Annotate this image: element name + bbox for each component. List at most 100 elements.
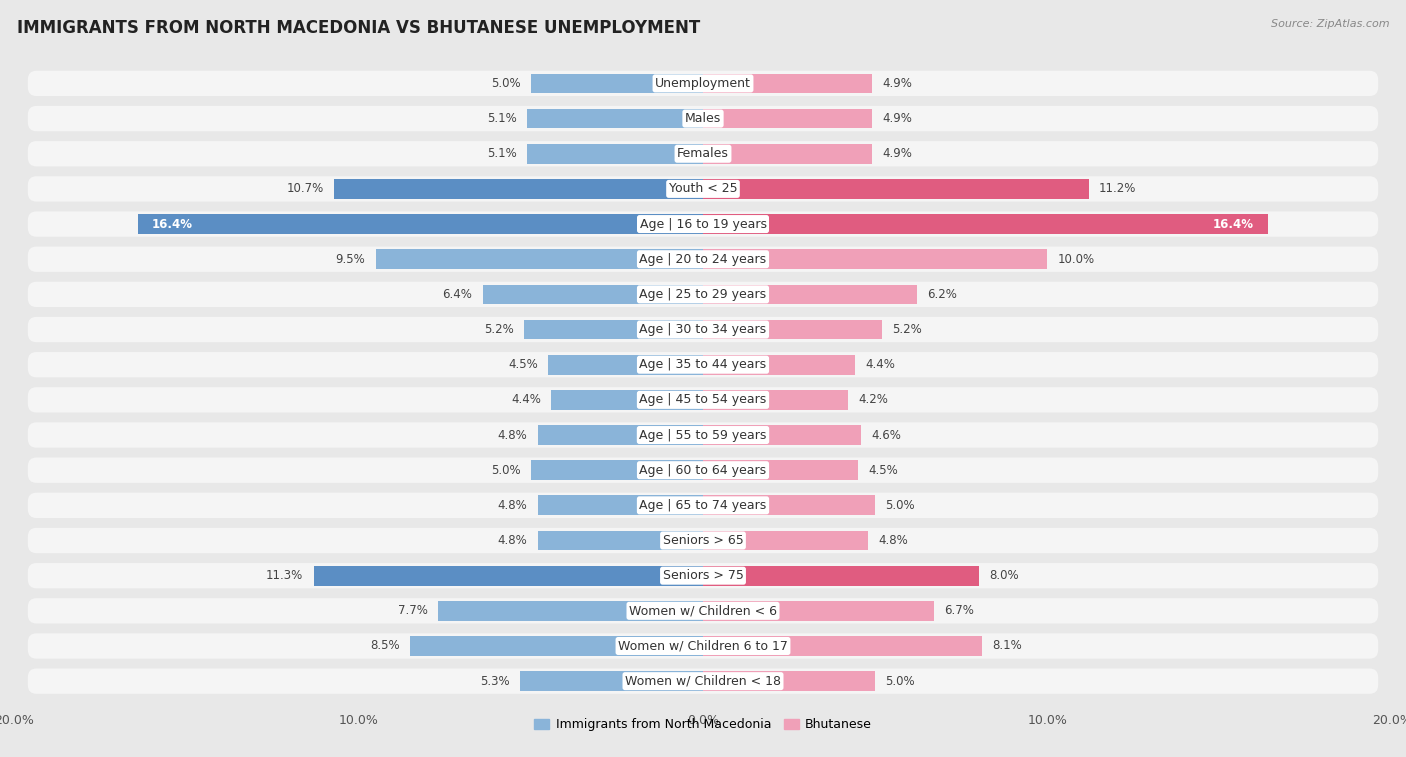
Text: Age | 25 to 29 years: Age | 25 to 29 years: [640, 288, 766, 301]
FancyBboxPatch shape: [28, 598, 1378, 624]
Text: 6.2%: 6.2%: [927, 288, 956, 301]
Bar: [703, 179, 1088, 199]
Bar: [527, 109, 703, 129]
Bar: [548, 355, 703, 375]
Bar: [703, 319, 882, 339]
Text: Age | 45 to 54 years: Age | 45 to 54 years: [640, 394, 766, 407]
Text: 4.2%: 4.2%: [858, 394, 887, 407]
FancyBboxPatch shape: [28, 247, 1378, 272]
Bar: [551, 390, 703, 410]
Legend: Immigrants from North Macedonia, Bhutanese: Immigrants from North Macedonia, Bhutane…: [529, 713, 877, 737]
Text: IMMIGRANTS FROM NORTH MACEDONIA VS BHUTANESE UNEMPLOYMENT: IMMIGRANTS FROM NORTH MACEDONIA VS BHUTA…: [17, 19, 700, 37]
Text: 4.8%: 4.8%: [879, 534, 908, 547]
FancyBboxPatch shape: [28, 282, 1378, 307]
Bar: [138, 214, 703, 234]
Text: Age | 35 to 44 years: Age | 35 to 44 years: [640, 358, 766, 371]
Text: Women w/ Children < 6: Women w/ Children < 6: [628, 604, 778, 617]
Bar: [537, 425, 703, 445]
Bar: [524, 319, 703, 339]
Text: 5.1%: 5.1%: [488, 112, 517, 125]
Text: Age | 65 to 74 years: Age | 65 to 74 years: [640, 499, 766, 512]
Bar: [703, 531, 869, 550]
Text: 4.5%: 4.5%: [508, 358, 537, 371]
Bar: [437, 601, 703, 621]
Text: 4.6%: 4.6%: [872, 428, 901, 441]
Bar: [527, 144, 703, 164]
Bar: [703, 565, 979, 586]
Text: 6.7%: 6.7%: [945, 604, 974, 617]
Text: 11.3%: 11.3%: [266, 569, 304, 582]
Bar: [703, 285, 917, 304]
Text: 9.5%: 9.5%: [336, 253, 366, 266]
Text: Unemployment: Unemployment: [655, 77, 751, 90]
FancyBboxPatch shape: [28, 634, 1378, 659]
Text: 5.3%: 5.3%: [481, 674, 510, 687]
FancyBboxPatch shape: [28, 668, 1378, 694]
Text: 8.1%: 8.1%: [993, 640, 1022, 653]
Text: Age | 30 to 34 years: Age | 30 to 34 years: [640, 323, 766, 336]
Text: 4.9%: 4.9%: [882, 77, 912, 90]
Text: Age | 20 to 24 years: Age | 20 to 24 years: [640, 253, 766, 266]
Bar: [314, 565, 703, 586]
Text: Seniors > 65: Seniors > 65: [662, 534, 744, 547]
Text: Age | 16 to 19 years: Age | 16 to 19 years: [640, 217, 766, 231]
Text: Age | 55 to 59 years: Age | 55 to 59 years: [640, 428, 766, 441]
Bar: [411, 636, 703, 656]
Text: Women w/ Children 6 to 17: Women w/ Children 6 to 17: [619, 640, 787, 653]
Text: 5.1%: 5.1%: [488, 148, 517, 160]
Text: Age | 60 to 64 years: Age | 60 to 64 years: [640, 464, 766, 477]
Bar: [703, 214, 1268, 234]
Bar: [703, 390, 848, 410]
Text: 4.8%: 4.8%: [498, 428, 527, 441]
Text: 6.4%: 6.4%: [443, 288, 472, 301]
Bar: [703, 144, 872, 164]
FancyBboxPatch shape: [28, 141, 1378, 167]
FancyBboxPatch shape: [28, 176, 1378, 201]
Bar: [703, 73, 872, 93]
Bar: [703, 636, 981, 656]
Bar: [703, 355, 855, 375]
Text: 5.2%: 5.2%: [484, 323, 513, 336]
FancyBboxPatch shape: [28, 352, 1378, 377]
Text: Women w/ Children < 18: Women w/ Children < 18: [626, 674, 780, 687]
Text: Females: Females: [678, 148, 728, 160]
Text: Youth < 25: Youth < 25: [669, 182, 737, 195]
Text: 16.4%: 16.4%: [152, 217, 193, 231]
Text: Males: Males: [685, 112, 721, 125]
Bar: [537, 531, 703, 550]
FancyBboxPatch shape: [28, 493, 1378, 518]
Text: 16.4%: 16.4%: [1213, 217, 1254, 231]
Text: 8.5%: 8.5%: [370, 640, 399, 653]
Text: 5.0%: 5.0%: [886, 674, 915, 687]
FancyBboxPatch shape: [28, 457, 1378, 483]
Text: 4.5%: 4.5%: [869, 464, 898, 477]
Text: 4.8%: 4.8%: [498, 534, 527, 547]
FancyBboxPatch shape: [28, 317, 1378, 342]
FancyBboxPatch shape: [28, 422, 1378, 447]
FancyBboxPatch shape: [28, 563, 1378, 588]
Text: 5.0%: 5.0%: [491, 77, 520, 90]
FancyBboxPatch shape: [28, 211, 1378, 237]
FancyBboxPatch shape: [28, 528, 1378, 553]
Text: 5.0%: 5.0%: [886, 499, 915, 512]
Bar: [531, 460, 703, 480]
Text: 10.7%: 10.7%: [287, 182, 323, 195]
FancyBboxPatch shape: [28, 106, 1378, 131]
Bar: [703, 460, 858, 480]
Text: 11.2%: 11.2%: [1099, 182, 1136, 195]
Text: 5.2%: 5.2%: [893, 323, 922, 336]
Text: 10.0%: 10.0%: [1057, 253, 1095, 266]
Bar: [537, 496, 703, 516]
Bar: [703, 601, 934, 621]
Text: Seniors > 75: Seniors > 75: [662, 569, 744, 582]
FancyBboxPatch shape: [28, 70, 1378, 96]
Bar: [482, 285, 703, 304]
Text: 5.0%: 5.0%: [491, 464, 520, 477]
Bar: [335, 179, 703, 199]
Text: Source: ZipAtlas.com: Source: ZipAtlas.com: [1271, 19, 1389, 29]
FancyBboxPatch shape: [28, 388, 1378, 413]
Bar: [375, 249, 703, 269]
Bar: [703, 249, 1047, 269]
Bar: [520, 671, 703, 691]
Text: 8.0%: 8.0%: [988, 569, 1018, 582]
